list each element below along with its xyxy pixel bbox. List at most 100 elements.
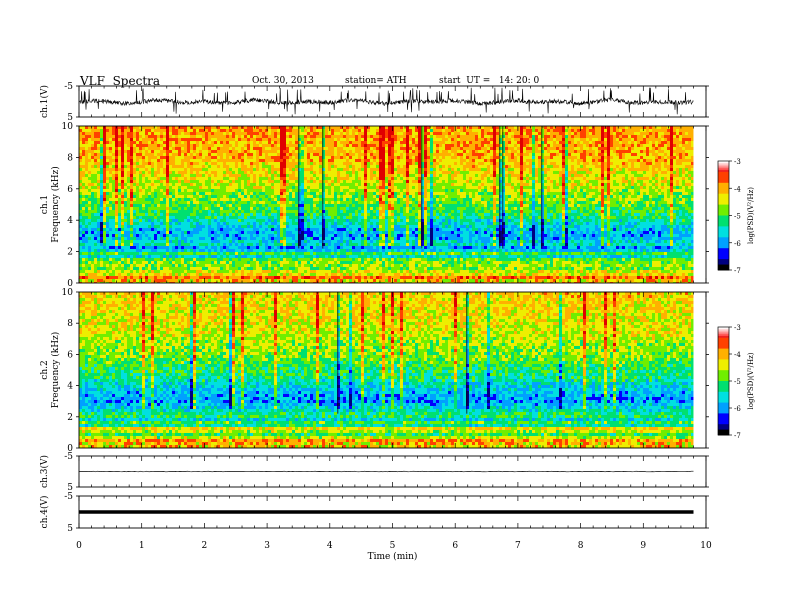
x-tick-label: 0 (76, 541, 82, 551)
x-tick-label: 10 (700, 541, 712, 551)
colorbar-cell (718, 400, 729, 404)
colorbar-tick-label: -4 (734, 351, 741, 359)
colorbar-cell (718, 345, 729, 348)
colorbar-cell (718, 393, 729, 396)
colorbar-cell (718, 188, 729, 191)
colorbar-cell (718, 242, 729, 246)
y-tick-label: 0 (67, 444, 73, 454)
colorbar-cell (718, 388, 729, 391)
colorbar-cell (718, 266, 729, 269)
colorbar-cell (718, 204, 729, 207)
y-tick-label: 6 (67, 185, 73, 195)
colorbar-cell (718, 372, 729, 375)
axis-label-text: ch.1(V) (39, 85, 50, 118)
colorbar-cell (718, 418, 729, 422)
colorbar-cell (718, 341, 729, 344)
colorbar-cell (718, 402, 729, 405)
colorbar-cell (718, 370, 729, 373)
colorbar-cell (718, 377, 729, 380)
colorbar-cell (718, 386, 729, 389)
colorbar-cell (718, 224, 729, 227)
colorbar-cell (718, 406, 729, 409)
colorbar-cell (718, 179, 729, 182)
ch4-waveform-frame (78, 495, 707, 529)
ch1-spectrogram-panel (78, 126, 707, 283)
colorbar-cell (718, 240, 729, 244)
colorbar-cell (718, 246, 729, 249)
colorbar-cell (718, 191, 729, 195)
colorbar-cell (718, 373, 729, 377)
colorbar-cell (718, 328, 729, 332)
colorbar-cell (718, 366, 729, 369)
ch1-spectrogram-ylabel: ch.1 Frequency (kHz) (40, 166, 61, 243)
ch2-spectrogram-frame (78, 291, 707, 449)
colorbar-cell (718, 208, 729, 211)
ch1-spectrogram-cells (79, 126, 694, 283)
colorbar-cell (718, 404, 729, 407)
y-tick-label: 5 (67, 483, 73, 493)
colorbar-cell (718, 397, 729, 400)
colorbar-cell (718, 399, 729, 402)
colorbar-cell (718, 352, 729, 355)
colorbar-cell (718, 210, 729, 213)
y-tick-label: -5 (64, 452, 73, 462)
x-tick-label: 2 (202, 541, 208, 551)
burst-streak (499, 126, 501, 249)
ch3-waveform-y-axis: 5 -5 (64, 452, 709, 493)
colorbar-cell (718, 250, 729, 253)
figure-title: VLF Spectra (80, 74, 160, 88)
colorbar-cell (718, 253, 729, 256)
burst-streak (541, 126, 543, 249)
ch1-waveform-ylabel: ch.1(V) (39, 85, 50, 118)
colorbar-label: log(PSD)(V²/Hz) (747, 352, 755, 409)
colorbar-cell (718, 237, 729, 240)
burst-streak (298, 126, 300, 249)
colorbar-cell (718, 350, 729, 353)
colorbar-cell (718, 384, 729, 387)
colorbar-cell (718, 197, 729, 200)
colorbar-cell (718, 171, 729, 175)
colorbar-cell (718, 219, 729, 222)
colorbar-cell (718, 431, 729, 434)
colorbar-cell (718, 361, 729, 364)
colorbar-cell (718, 348, 729, 351)
colorbar-cell (718, 244, 729, 247)
colorbar-cell (718, 233, 729, 236)
colorbar-tick-label: -7 (734, 267, 741, 275)
y-tick-label: 8 (67, 319, 73, 329)
colorbar-cell (718, 228, 729, 231)
colorbar-tick-label: -7 (734, 432, 741, 440)
ch1-spectrogram-y-axis: 0 2 4 6 8 10 (62, 122, 709, 289)
colorbar-cell (718, 379, 729, 382)
burst-streak (322, 126, 324, 249)
colorbar-cell (718, 235, 729, 238)
y-tick-label: 4 (67, 216, 73, 226)
colorbar-cell (718, 409, 729, 413)
ch3-waveform-ylabel: ch.3(V) (39, 455, 50, 488)
colorbar-cell (718, 162, 729, 166)
station-label: station= ATH (345, 76, 407, 86)
colorbar-cell (718, 220, 729, 224)
colorbar-cell (718, 239, 729, 242)
colorbar-cell (718, 186, 729, 189)
colorbar-cell (718, 429, 729, 432)
ch1-waveform-panel (78, 86, 707, 117)
colorbar-cell (718, 355, 729, 359)
colorbar-cell (718, 363, 729, 366)
y-tick-label: 5 (67, 524, 73, 534)
colorbar-label-text: log(PSD)(V²/Hz) (747, 187, 755, 244)
ch1-spectrogram-frame (78, 125, 707, 284)
colorbar-cell (718, 180, 729, 184)
x-tick-label: 7 (515, 541, 521, 551)
colorbar-cell (718, 217, 729, 220)
colorbar-tick-label: -6 (734, 240, 741, 248)
colorbar-cell (718, 422, 729, 425)
colorbar-cell (718, 211, 729, 215)
y-tick-label: 8 (67, 153, 73, 163)
colorbar-cell (718, 195, 729, 198)
colorbar-cell (718, 420, 729, 423)
ch3-waveform-frame (78, 455, 707, 488)
colorbar-cell (718, 395, 729, 398)
colorbar-cell (718, 426, 729, 429)
